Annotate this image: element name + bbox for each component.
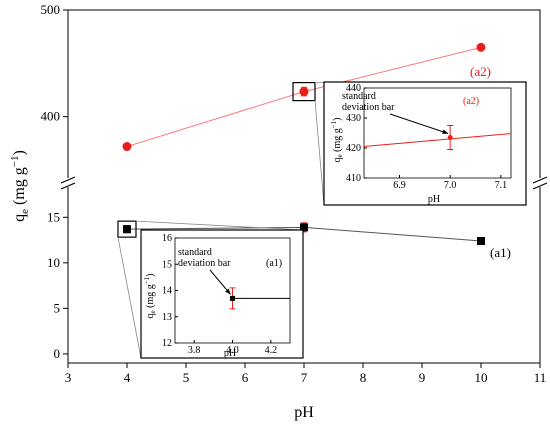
inset-a2-annotation-line2: deviation bar (342, 102, 395, 113)
data-point (477, 236, 485, 245)
data-point (300, 223, 308, 232)
inset-data-point (230, 295, 235, 301)
inset-series-line (363, 133, 512, 147)
inset-x-tick-label: 3.8 (188, 345, 201, 356)
axis-break-gap (532, 178, 548, 187)
zoom-connector (314, 100, 325, 206)
inset-x-tick-label: 7.0 (444, 180, 457, 191)
y-tick-label: 5 (54, 300, 61, 315)
inset-a1-series-label: (a1) (266, 258, 282, 269)
inset-y-tick-label: 420 (346, 143, 361, 154)
inset-a1-annotation-line1: standard (178, 247, 212, 258)
x-tick-label: 7 (301, 370, 308, 385)
y-tick-label: 0 (54, 346, 61, 361)
x-tick-label: 8 (360, 370, 367, 385)
x-tick-label: 10 (475, 370, 488, 385)
inset-y-tick-label: 440 (346, 83, 361, 94)
inset-x-tick-label: 6.9 (393, 180, 406, 191)
data-point (123, 225, 131, 234)
y-tick-label: 10 (47, 255, 60, 270)
x-tick-label: 5 (183, 370, 190, 385)
inset-a2-annotation-line1: standard (342, 91, 376, 102)
annotation-arrow (389, 113, 449, 134)
axis-break (60, 176, 548, 190)
y-tick-label: 500 (41, 2, 61, 17)
inset-a2-series-label: (a2) (463, 96, 479, 107)
x-tick-label: 4 (124, 370, 131, 385)
x-axis-label: pH (294, 404, 314, 421)
x-tick-label: 11 (534, 370, 547, 385)
inset-data-point (447, 135, 453, 140)
inset-y-tick-label: 15 (162, 259, 172, 270)
inset-y-tick-label: 410 (346, 173, 361, 184)
inset-plot-frame (363, 87, 512, 179)
data-point (299, 87, 309, 97)
inset-y-tick-label: 14 (162, 286, 172, 297)
zoom-box-a2 (292, 81, 316, 102)
inset-x-tick-label: 4.0 (226, 345, 239, 356)
x-tick-label: 9 (419, 370, 426, 385)
inset-y-tick-label: 12 (162, 338, 172, 349)
inset-a1-frame (140, 229, 304, 359)
annotation-arrowhead (442, 129, 449, 134)
inset-x-tick-label: 7.1 (495, 180, 508, 191)
inset-a1-x-label: pH (224, 348, 236, 359)
axis-break-mark (60, 176, 76, 184)
inset-a1-annotation-line2: deviation bar (178, 258, 231, 269)
y-axis-label: qe (mg g−1) (9, 150, 31, 222)
inset-y-tick-label: 16 (162, 233, 172, 244)
axis-break-mark (532, 182, 548, 190)
inset-a2-frame (323, 81, 527, 206)
data-point (122, 142, 132, 152)
axis-break-mark (60, 182, 76, 190)
y-tick-label: 15 (47, 209, 60, 224)
axis-break-mark (532, 176, 548, 184)
axis-break-gap (60, 178, 76, 187)
annotation-arrowhead (225, 288, 231, 295)
zoom-connector (117, 237, 142, 359)
inset-a1-y-label: qe (mg g−1) (143, 273, 157, 318)
data-point (476, 42, 486, 52)
inset-x-tick-label: 4.2 (265, 345, 278, 356)
x-tick-label: 3 (65, 370, 72, 385)
zoom-connector (135, 220, 304, 231)
zoom-box-a1 (117, 220, 137, 238)
inset-y-tick-label: 13 (162, 312, 172, 323)
inset-a2-x-label: pH (428, 194, 440, 205)
inset-a2-y-label: qe (mg g−1) (330, 117, 344, 162)
series-label-a2: (a2) (470, 64, 491, 79)
x-tick-label: 6 (242, 370, 249, 385)
series-label-a1: (a1) (490, 245, 511, 260)
y-tick-label: 400 (41, 109, 61, 124)
inset-y-tick-label: 430 (346, 113, 361, 124)
